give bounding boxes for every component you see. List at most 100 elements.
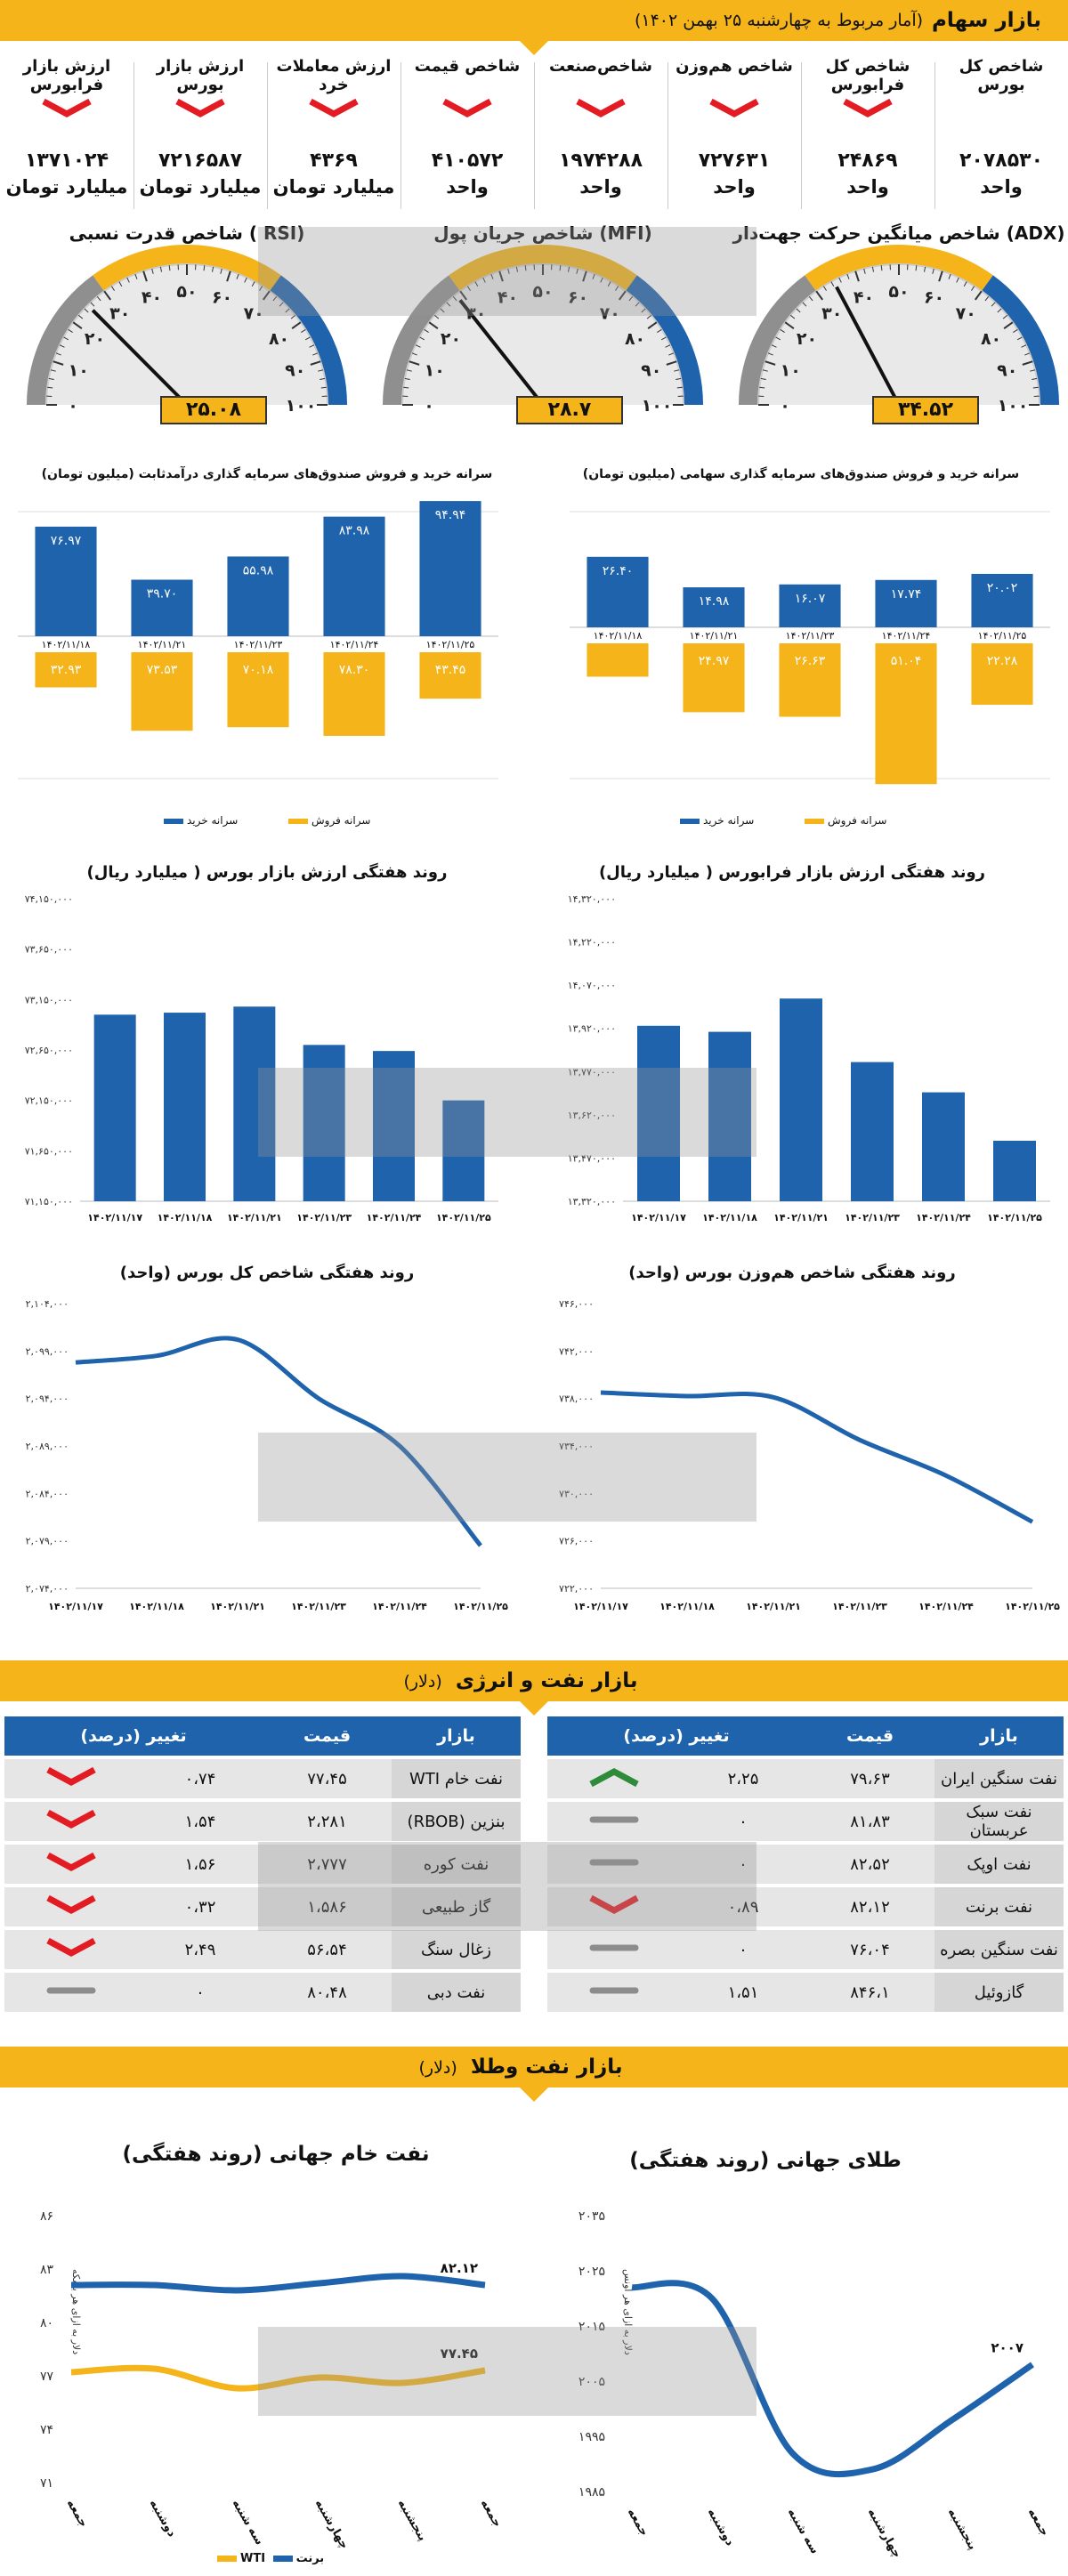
y-tick-label: ۱۳,۳۲۰,۰۰۰ [568,1196,616,1207]
gauge-tick [1024,352,1031,356]
fixed-legend-sell: سرانه فروش [285,814,370,827]
table-row: نفت سنگین ایران ۷۹،۶۳ ۲،۲۵ [547,1759,1064,1798]
gauge-tick-label: ۰ [424,396,434,416]
gauge-tick [984,295,990,302]
gauge-tick [780,328,785,333]
gauge-tick-label: ۹۰ [997,360,1017,380]
gauge-tick [263,290,271,301]
gauge-tick [236,273,239,279]
gauge-tick [607,281,611,287]
gauge-tick-label: ۳۰ [109,303,130,323]
oil-gold-subtitle: (دلار) [418,2058,457,2078]
gauge-tick-label: ۷۰ [600,303,620,323]
market-change: ۰،۷۴ [138,1759,263,1798]
down-arrow-icon [46,1766,96,1786]
buy-value-label: ۵۵.۹۸ [243,563,274,577]
gauge-tick [90,302,95,307]
y-tick-label: ۷۲,۶۵۰,۰۰۰ [25,1045,73,1056]
gauge-tick [159,266,163,272]
value-bar [164,1013,206,1201]
buy-value-label: ۸۳.۹۸ [339,524,370,538]
stock-market-title: بازار سهام [932,9,1041,32]
gauge-tick [279,302,284,307]
y-tick-label: ۱۳,۶۲۰,۰۰۰ [568,1110,616,1121]
gauge-tick [592,273,595,279]
gauge-tick [515,266,519,272]
gauge-tick-label: ۰ [68,396,78,416]
value-bar [708,1031,751,1201]
gauge-band-mid [449,245,637,292]
gauge-tick [466,286,471,291]
gauge-tick [676,386,683,389]
gauge-band-mid [93,245,281,292]
buy-value-label: ۲۶.۴۰ [603,564,634,578]
buy-bar [779,584,841,627]
gauge-tick-label: ۸۰ [269,329,289,349]
y-tick-label: ۷۷ [40,2370,54,2384]
x-tick-label: ۱۴۰۲/۱۱/۱۸ [702,1212,757,1223]
sell-bar [227,652,289,728]
gauge-tick [103,290,111,301]
energy-price-table: بازار قیمت تغییر (درصد) نفت سنگین ایران ۷۹،۶… [547,1713,1064,2015]
gauge-tick [765,360,776,366]
buy-value-label: ۳۹.۷۰ [147,586,178,601]
change-indicator [547,1759,681,1798]
indicator-separator [400,62,401,209]
gauge-tick [142,271,148,282]
gauge-tick [641,308,646,313]
x-tick-label: سه شنبه [785,2507,821,2556]
y-tick-label: ۸۶ [40,2209,53,2224]
indicator-label: شاخص کل بورس [959,57,1044,94]
category-label: ۱۴۰۲/۱۱/۲۳ [786,630,835,642]
indicator-unit: واحد [446,176,489,198]
market-change: ۲،۲۵ [681,1759,805,1798]
sell-bar [971,643,1033,706]
gauge-tick [582,271,587,282]
market-name: نفت اوپک [934,1845,1064,1884]
y-tick-label: ۱۴,۳۲۰,۰۰۰ [568,893,616,905]
gauge-tick [320,386,327,389]
indicator-card: ارزش معاملات خرد ۴۳۶۹ میلیارد تومان [267,53,400,222]
gauge-tick [404,377,410,381]
energy-title: بازار نفت و انرژی [455,1669,638,1692]
indicator-card: شاخص هم‌وزن ۷۲۷۶۳۱ واحد [668,53,801,222]
brent-price-end-label: ۸۲.۱۲ [441,2260,478,2276]
indicator-unit: واحد [980,176,1023,198]
indicator-card: شاخص‌صنعت ۱۹۷۴۲۸۸ واحد [534,53,668,222]
gauge-tick [676,377,682,381]
gauge-tick-label: ۵۰ [532,282,553,302]
gauge-tick [854,271,860,282]
indicator-label: شاخص قیمت [414,57,521,76]
gauge-tick [63,336,69,341]
x-tick-label: ۱۴۰۲/۱۱/۱۷ [87,1212,142,1223]
gauge-value: ۳۴.۵۲ [872,396,979,424]
sell-bar [419,652,481,699]
gauge-tick [47,386,53,389]
gauge-tick [600,277,603,283]
indicator-value: ۴۱۰۵۷۲ [431,149,504,172]
sell-bar [587,643,649,677]
market-change: ۰ [681,1802,805,1841]
oil-legend: WTI برنت [214,2552,324,2565]
market-change: ۰ [681,1845,805,1884]
column-header: تغییر (درصد) [547,1716,805,1756]
table-header-row: بازار قیمت تغییر (درصد) [4,1716,521,1756]
change-indicator [4,1973,138,2012]
y-tick-label: ۲۰۳۵ [578,2209,605,2224]
neutral-dash-icon [589,1944,639,1950]
change-indicator [4,1759,138,1798]
indicator-card: شاخص قیمت ۴۱۰۵۷۲ واحد [400,53,534,222]
gauge-tick [871,266,875,272]
gauge-tick [759,386,765,389]
gauge-tick [771,344,777,348]
category-label: ۱۴۰۲/۱۱/۱۸ [594,630,643,642]
market-name: گازوئیل [934,1973,1064,2012]
category-label: ۱۴۰۲/۱۱/۲۱ [138,639,187,650]
equal-weight-index-title: روند هفتگی شاخص هم‌وزن بورس (واحد) [628,1264,956,1282]
indicator-value: ۲۴۸۶۹ [837,149,898,172]
gauge-tick [647,321,658,329]
gauge-tick [424,328,429,333]
gauge-title: شاخص قدرت نسبی ( RSI) [69,222,305,244]
buy-value-label: ۷۶.۹۷ [51,534,82,548]
value-bar [780,998,822,1201]
